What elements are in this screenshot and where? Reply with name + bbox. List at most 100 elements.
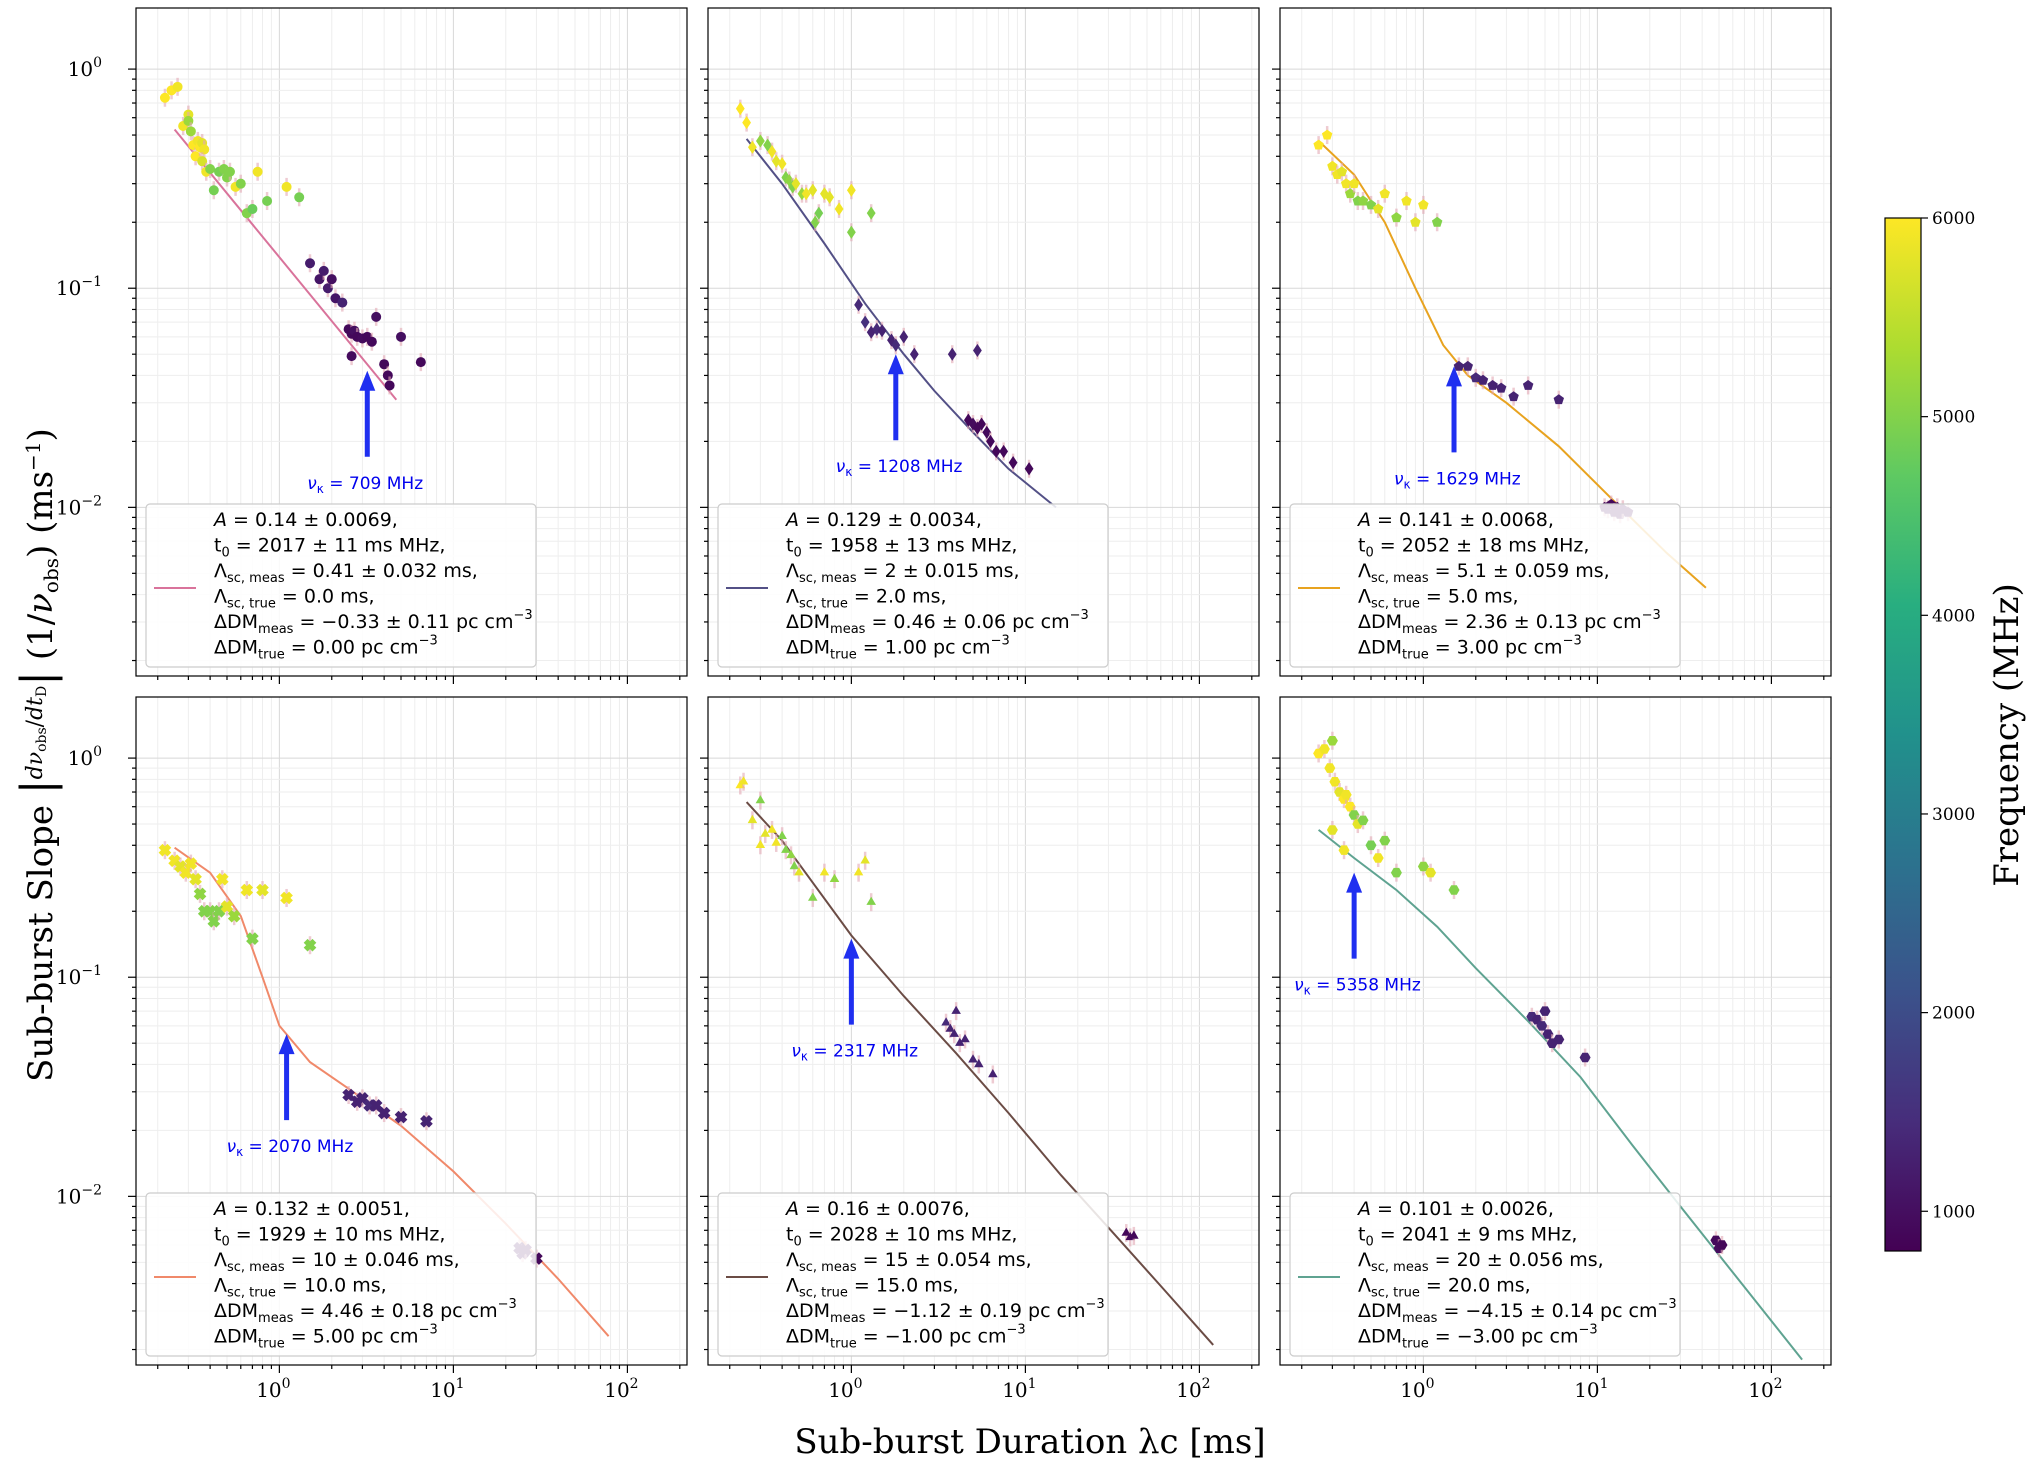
legend-line-3: Λsc, true = 20.0 ms, bbox=[1358, 1275, 1531, 1301]
legend-line-3: Λsc, true = 15.0 ms, bbox=[786, 1275, 959, 1301]
colorbar-tick-label: 6000 bbox=[1932, 209, 1975, 229]
axis-ticks bbox=[1272, 68, 1825, 684]
data-point bbox=[834, 202, 844, 216]
data-point bbox=[1410, 216, 1421, 227]
axis-ticks: 100 101 102 100 10−1 10−2 bbox=[56, 744, 681, 1402]
data-point bbox=[314, 274, 325, 285]
panel-frame bbox=[1279, 696, 1832, 1366]
data-point bbox=[1417, 861, 1429, 872]
data-point bbox=[1326, 736, 1338, 746]
knee-label: νκ = 2317 MHz bbox=[791, 1042, 918, 1064]
data-point bbox=[819, 867, 830, 876]
x-tick-label: 102 bbox=[1748, 1376, 1782, 1402]
legend-line-2: Λsc, meas = 20 ± 0.056 ms, bbox=[1358, 1249, 1604, 1275]
data-point bbox=[801, 187, 811, 201]
knee-arrow-head bbox=[1346, 872, 1363, 893]
data-point bbox=[1391, 212, 1402, 223]
data-point bbox=[1539, 1006, 1551, 1016]
data-point bbox=[1487, 380, 1498, 390]
data-point bbox=[1462, 360, 1473, 371]
data-point bbox=[252, 166, 263, 177]
data-point bbox=[891, 338, 901, 352]
data-point bbox=[748, 140, 757, 154]
data-point bbox=[988, 1069, 998, 1078]
x-tick-label: 100 bbox=[256, 1376, 290, 1402]
data-point bbox=[342, 1088, 355, 1102]
data-point bbox=[973, 343, 982, 358]
knee-arrow: νκ = 5358 MHz bbox=[1294, 872, 1421, 998]
legend: A = 0.101 ± 0.0026, t0 = 2041 ± 9 ms MHz,… bbox=[1289, 1192, 1681, 1357]
data-point bbox=[240, 883, 254, 897]
legend-line-3: Λsc, true = 5.0 ms, bbox=[1358, 586, 1519, 612]
data-point bbox=[866, 206, 876, 220]
data-point bbox=[1536, 1021, 1548, 1031]
legend-line-0: A = 0.14 ± 0.0069, bbox=[212, 509, 398, 531]
data-point bbox=[303, 938, 317, 952]
data-point bbox=[1448, 885, 1460, 895]
data-point bbox=[235, 178, 246, 189]
data-point bbox=[968, 1054, 978, 1063]
data-point bbox=[991, 444, 1001, 459]
colorbar-gradient bbox=[1884, 217, 1922, 1252]
data-point bbox=[1379, 188, 1390, 199]
knee-label: νκ = 2070 MHz bbox=[227, 1137, 354, 1159]
data-point bbox=[247, 203, 258, 214]
data-point bbox=[1579, 1052, 1591, 1063]
knee-arrow: νκ = 1208 MHz bbox=[836, 354, 963, 479]
data-point bbox=[755, 839, 766, 848]
data-point bbox=[777, 830, 787, 839]
data-point bbox=[877, 324, 887, 338]
data-point bbox=[197, 156, 208, 167]
legend: A = 0.14 ± 0.0069, t0 = 2017 ± 11 ms MHz,… bbox=[145, 503, 537, 668]
data-point bbox=[789, 861, 800, 870]
data-point bbox=[738, 776, 749, 785]
data-point bbox=[1338, 845, 1350, 855]
data-point bbox=[771, 837, 781, 846]
data-point bbox=[420, 1114, 433, 1128]
data-point bbox=[742, 115, 752, 130]
data-point bbox=[207, 914, 221, 928]
panel-frame bbox=[707, 7, 1260, 677]
data-point bbox=[1379, 835, 1391, 846]
data-point bbox=[955, 1037, 965, 1046]
legend-line-3: Λsc, true = 2.0 ms, bbox=[786, 586, 947, 612]
data-point bbox=[1345, 188, 1356, 199]
data-point bbox=[1477, 374, 1489, 385]
data-points bbox=[735, 772, 1139, 1247]
panel-1: νκ = 709 MHz A = 0.14 ± 0.0069, t0 = 2017 … bbox=[56, 7, 688, 684]
legend-box bbox=[1289, 503, 1681, 668]
legend-line-1: t0 = 2028 ± 10 ms MHz, bbox=[786, 1224, 1017, 1250]
panel-6: νκ = 5358 MHz A = 0.101 ± 0.0026, t0 = 204… bbox=[1272, 696, 1832, 1402]
knee-label: νκ = 1629 MHz bbox=[1394, 469, 1521, 491]
data-point bbox=[220, 900, 234, 913]
data-point bbox=[159, 92, 170, 103]
legend-line-5: ΔDMtrue = 3.00 pc cm−3 bbox=[1358, 634, 1582, 663]
panel-5: νκ = 2317 MHz A = 0.16 ± 0.0076, t0 = 2028… bbox=[700, 696, 1260, 1402]
data-point bbox=[1553, 394, 1564, 405]
data-point bbox=[949, 1028, 959, 1037]
data-point bbox=[860, 855, 870, 864]
data-point bbox=[179, 866, 193, 879]
panel-frame bbox=[1279, 7, 1832, 677]
data-point bbox=[977, 417, 986, 431]
colorbar: 1000 2000 3000 4000 5000 6000 bbox=[1884, 209, 1975, 1252]
data-point bbox=[829, 873, 840, 882]
data-point bbox=[866, 896, 876, 905]
legend: A = 0.141 ± 0.0068, t0 = 2052 ± 18 ms MHz… bbox=[1289, 503, 1681, 668]
data-point bbox=[960, 1034, 970, 1043]
legend-box bbox=[717, 1192, 1109, 1357]
legend-line-4: ΔDMmeas = −0.33 ± 0.11 pc cm−3 bbox=[214, 608, 533, 637]
legend-line-1: t0 = 2052 ± 18 ms MHz, bbox=[1358, 535, 1589, 561]
data-point bbox=[326, 274, 337, 285]
data-point bbox=[369, 1099, 383, 1112]
data-point bbox=[814, 206, 824, 220]
legend-line-0: A = 0.141 ± 0.0068, bbox=[1356, 509, 1554, 531]
knee-label: νκ = 709 MHz bbox=[307, 474, 423, 496]
data-point bbox=[1340, 790, 1352, 800]
data-point bbox=[382, 370, 393, 381]
data-point bbox=[1401, 195, 1412, 206]
data-point bbox=[294, 192, 305, 203]
data-point bbox=[1008, 456, 1018, 470]
legend: A = 0.129 ± 0.0034, t0 = 1958 ± 13 ms MHz… bbox=[717, 503, 1109, 668]
legend: A = 0.132 ± 0.0051, t0 = 1929 ± 10 ms MHz… bbox=[145, 1192, 537, 1357]
